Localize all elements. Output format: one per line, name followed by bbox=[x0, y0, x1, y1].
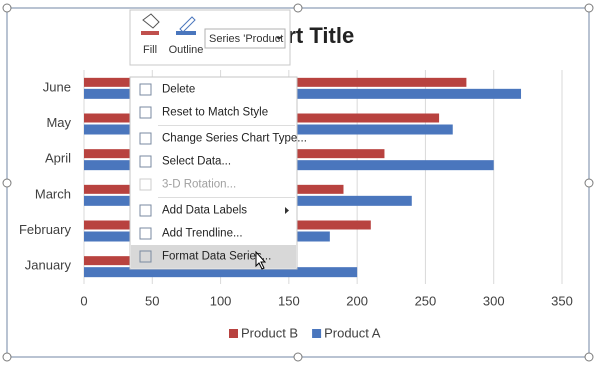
context-menu: Delete Reset to Match Style Change Series … bbox=[129, 76, 307, 270]
menu-item: 3-D Rotation... bbox=[162, 179, 236, 191]
fill-icon[interactable] bbox=[142, 13, 160, 29]
menu-item[interactable]: Format Data Series... bbox=[162, 251, 271, 263]
resize-handle[interactable] bbox=[293, 3, 303, 13]
fill-color bbox=[141, 31, 159, 35]
series-dropdown[interactable] bbox=[204, 28, 286, 49]
bar[interactable] bbox=[84, 267, 358, 278]
menu-box bbox=[129, 76, 298, 270]
cursor bbox=[255, 250, 267, 270]
toolbar: Fill Outline Series 'Product bbox=[129, 9, 291, 66]
legend-swatch bbox=[229, 329, 238, 338]
legend-label: Product B bbox=[241, 325, 298, 340]
selection-handles bbox=[2, 3, 594, 362]
y-tick-label: May bbox=[46, 115, 71, 130]
menu-item[interactable]: Reset to Match Style bbox=[162, 107, 268, 119]
legend-swatch bbox=[312, 329, 322, 338]
y-tick-label: February bbox=[19, 222, 72, 237]
resize-handle[interactable] bbox=[2, 352, 12, 362]
y-tick-label: June bbox=[43, 79, 71, 94]
resize-handle[interactable] bbox=[2, 3, 12, 13]
menu-item[interactable]: Change Series Chart Type... bbox=[162, 133, 307, 145]
menu-highlight bbox=[131, 245, 296, 268]
x-tick-label: 0 bbox=[80, 293, 87, 308]
bar[interactable] bbox=[84, 88, 522, 99]
resize-handle[interactable] bbox=[2, 178, 12, 188]
menu-icon bbox=[139, 106, 152, 119]
dropdown-arrow bbox=[276, 37, 282, 40]
x-tick-label: 150 bbox=[278, 293, 300, 308]
y-tick-label: April bbox=[45, 151, 71, 166]
menu-icon bbox=[139, 178, 152, 191]
chart-frame bbox=[6, 7, 590, 358]
y-tick-label: March bbox=[35, 186, 71, 201]
x-tick-label: 200 bbox=[346, 293, 368, 308]
resize-handle[interactable] bbox=[584, 178, 594, 188]
menu-icon bbox=[139, 204, 152, 217]
x-tick-label: 250 bbox=[415, 293, 437, 308]
x-tick-label: 50 bbox=[145, 293, 159, 308]
x-tick-label: 100 bbox=[210, 293, 232, 308]
resize-handle[interactable] bbox=[293, 352, 303, 362]
menu-icon bbox=[139, 250, 152, 263]
menu-item[interactable]: Select Data... bbox=[162, 156, 231, 168]
menu-icon bbox=[139, 155, 152, 168]
outline-button[interactable]: Outline bbox=[169, 44, 204, 56]
x-tick-label: 350 bbox=[551, 293, 573, 308]
dropdown-text: Series 'Product bbox=[209, 33, 283, 45]
menu-item[interactable]: Add Data Labels bbox=[162, 205, 247, 217]
menu-item[interactable]: Delete bbox=[162, 84, 195, 96]
menu-icon bbox=[139, 227, 152, 240]
resize-handle[interactable] bbox=[584, 3, 594, 13]
menu-item[interactable]: Add Trendline... bbox=[162, 228, 243, 240]
legend-label: Product A bbox=[324, 325, 381, 340]
menu-icon bbox=[139, 83, 152, 96]
y-tick-label: January bbox=[25, 258, 72, 273]
menu-icon bbox=[139, 132, 152, 145]
submenu-arrow bbox=[285, 207, 289, 214]
x-tick-label: 300 bbox=[483, 293, 505, 308]
fill-button[interactable]: Fill bbox=[143, 44, 157, 56]
outline-color bbox=[176, 31, 196, 35]
resize-handle[interactable] bbox=[584, 352, 594, 362]
